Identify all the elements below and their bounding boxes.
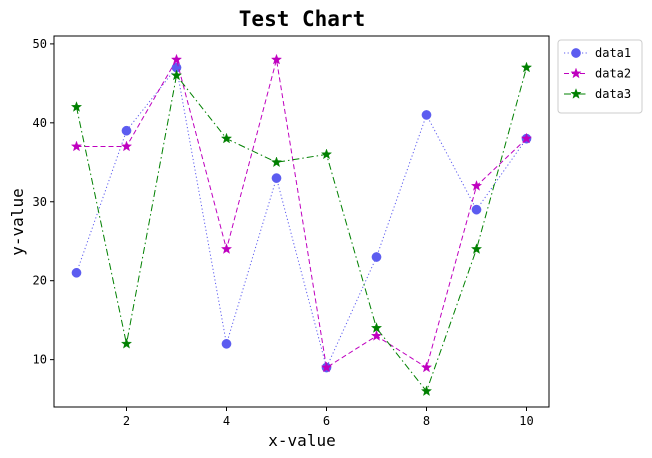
- data-point-data1: [471, 204, 482, 215]
- series-data2: [70, 53, 533, 373]
- legend-marker: [570, 67, 582, 79]
- data-point-data2: [420, 361, 433, 373]
- legend-label: data2: [595, 67, 631, 81]
- data-point-data3: [320, 148, 333, 160]
- x-tick-label: 2: [123, 414, 130, 428]
- data-point-data2: [520, 132, 533, 144]
- legend-entry-data2: data2: [564, 67, 631, 81]
- data-point-data1: [221, 339, 232, 349]
- data-point-data2: [370, 330, 383, 341]
- data-point-data1: [121, 125, 132, 136]
- series-data3: [70, 61, 533, 396]
- data-point-data3: [120, 337, 133, 349]
- data-point-data1: [421, 110, 432, 120]
- data-point-data3: [170, 69, 183, 81]
- y-tick-label: 10: [33, 353, 47, 367]
- data-point-data3: [270, 156, 283, 168]
- x-tick-label: 8: [423, 414, 430, 428]
- data-point-data3: [370, 322, 383, 333]
- legend-entry-data1: data1: [564, 46, 631, 60]
- series-line-data3: [76, 67, 527, 393]
- data-point-data2: [120, 140, 133, 152]
- data-point-data2: [70, 140, 83, 152]
- x-tick-label: 6: [323, 414, 330, 428]
- legend: data1 data2 data3: [557, 39, 643, 114]
- plot-area: 2 4 6 8 10 10 20 30 40 50: [33, 35, 550, 428]
- y-tick-label: 40: [33, 116, 47, 130]
- data-point-data2: [220, 243, 233, 254]
- legend-label: data3: [595, 87, 631, 101]
- x-axis-label: x-value: [268, 431, 335, 450]
- legend-marker: [571, 48, 581, 58]
- series-line-data1: [76, 66, 527, 370]
- data-point-data3: [70, 101, 83, 112]
- x-tick-label: 10: [519, 414, 533, 428]
- data-point-data3: [520, 61, 533, 73]
- data-point-data1: [371, 252, 382, 262]
- data-point-data2: [170, 53, 183, 65]
- plot-frame: [53, 35, 550, 408]
- data-point-data3: [220, 132, 233, 144]
- y-tick-label: 50: [33, 37, 47, 51]
- legend-entry-data3: data3: [564, 87, 631, 101]
- data-point-data2: [470, 180, 483, 191]
- data-point-data3: [470, 243, 483, 254]
- data-point-data1: [271, 173, 282, 183]
- legend-label: data1: [595, 46, 631, 60]
- chart-title: Test Chart: [239, 7, 365, 31]
- y-tick-label: 30: [33, 195, 47, 209]
- series-line-data2: [76, 58, 527, 369]
- y-axis-label: y-value: [8, 188, 27, 255]
- legend-marker: [570, 88, 582, 99]
- legend-box: [557, 39, 643, 114]
- data-point-data2: [320, 361, 333, 373]
- data-point-data1: [71, 267, 82, 278]
- data-point-data2: [270, 53, 283, 65]
- data-point-data3: [420, 385, 433, 396]
- x-tick-label: 4: [223, 414, 230, 428]
- y-tick-label: 20: [33, 274, 47, 288]
